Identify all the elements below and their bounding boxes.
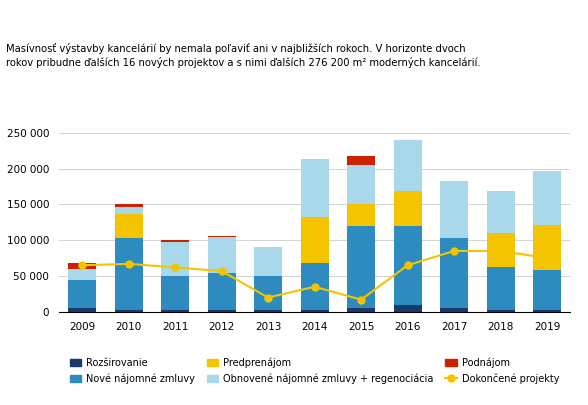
Bar — [300, 217, 329, 263]
Bar — [393, 226, 422, 305]
Bar — [533, 270, 561, 310]
Bar — [208, 237, 236, 273]
Bar — [208, 310, 236, 312]
Bar — [254, 310, 282, 312]
Bar — [115, 214, 142, 238]
Bar — [115, 310, 142, 312]
Bar — [115, 238, 142, 310]
Bar — [393, 305, 422, 312]
Bar — [254, 276, 282, 310]
Bar — [254, 247, 282, 276]
Bar — [68, 279, 96, 308]
Bar — [347, 156, 375, 165]
Bar — [487, 233, 514, 267]
Text: Objem transakcií/nové projekty na trhu (m²) v Bratislave: Objem transakcií/nové projekty na trhu (… — [12, 14, 387, 27]
Bar — [533, 310, 561, 312]
Bar — [300, 263, 329, 310]
Bar — [393, 192, 422, 226]
Bar — [487, 192, 514, 233]
Bar — [161, 242, 189, 276]
Bar — [68, 308, 96, 312]
Bar — [533, 225, 561, 270]
Bar — [115, 204, 142, 207]
Bar — [487, 310, 514, 312]
Bar — [300, 159, 329, 217]
Bar — [347, 205, 375, 226]
Bar — [208, 273, 236, 310]
Bar — [393, 140, 422, 192]
Bar — [440, 238, 468, 308]
Legend: Rozširovanie, Nové nájomné zmluvy, Predprenájom, Obnovené nájomné zmluvy + regen: Rozširovanie, Nové nájomné zmluvy, Predp… — [70, 358, 559, 384]
Bar — [115, 207, 142, 214]
Bar — [440, 308, 468, 312]
Bar — [208, 236, 236, 237]
Bar — [161, 276, 189, 310]
Bar — [68, 269, 96, 279]
Bar — [68, 263, 96, 269]
Bar — [487, 267, 514, 310]
Bar — [161, 310, 189, 312]
Bar — [533, 171, 561, 225]
Bar — [440, 181, 468, 238]
Text: Masívnosť výstavby kancelárií by nemala poľaviť ani v najbližších rokoch. V hori: Masívnosť výstavby kancelárií by nemala … — [6, 43, 480, 68]
Bar — [347, 165, 375, 205]
Bar — [347, 226, 375, 308]
Bar — [161, 240, 189, 242]
Bar — [300, 310, 329, 312]
Bar — [347, 308, 375, 312]
